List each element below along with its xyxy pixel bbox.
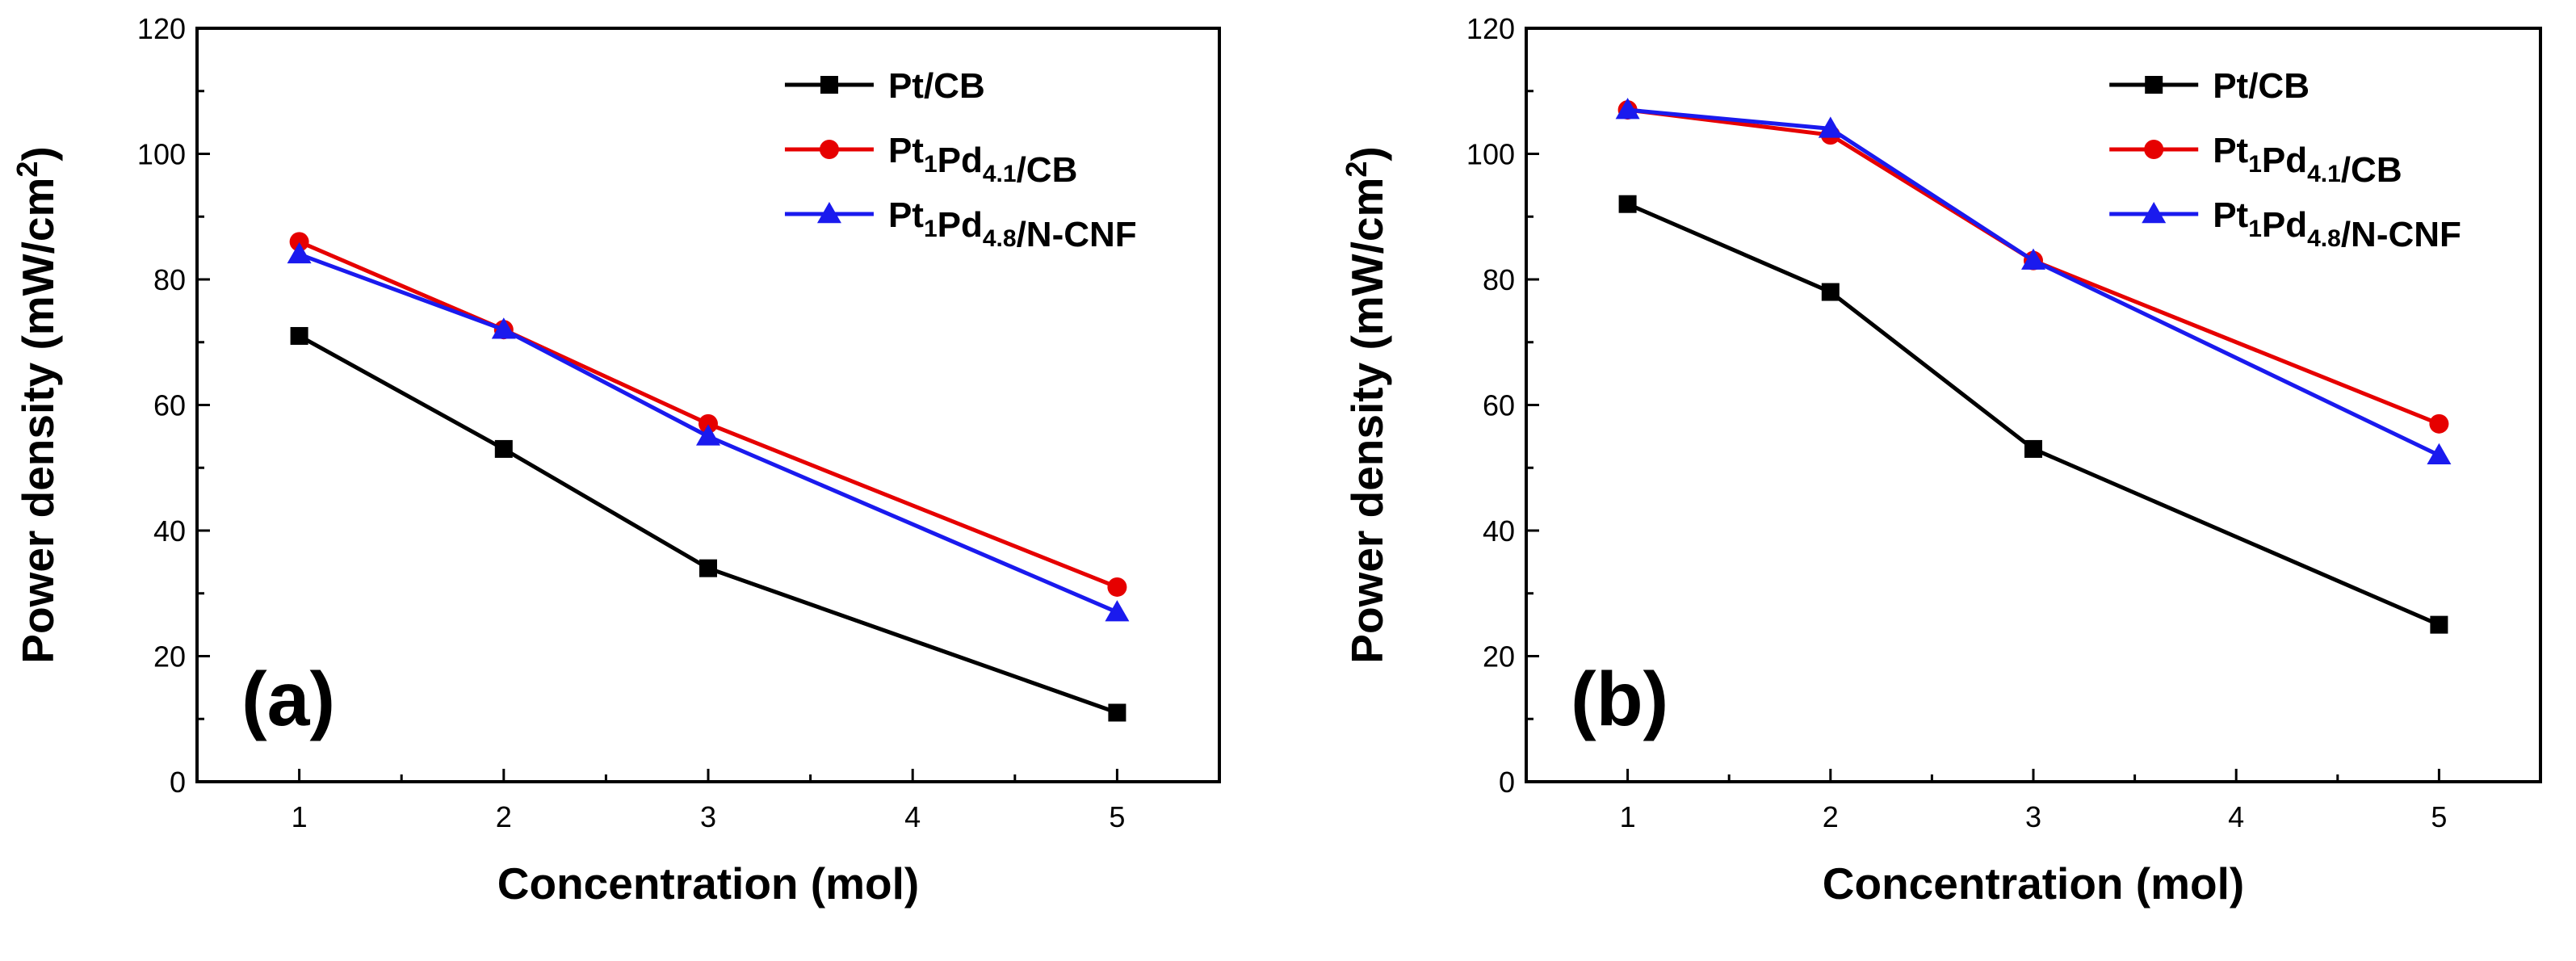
y-tick-label: 120: [137, 12, 186, 45]
x-axis-label: Concentration (mol): [1823, 858, 2244, 909]
x-tick-label: 1: [292, 800, 308, 833]
panel-label: (b): [1571, 657, 1668, 742]
x-tick-label: 5: [1109, 800, 1125, 833]
y-tick-label: 20: [1483, 640, 1515, 674]
y-tick-label: 80: [153, 263, 186, 296]
data-point: [491, 317, 516, 339]
y-tick-label: 80: [1483, 263, 1515, 296]
legend-marker: [2144, 140, 2164, 159]
y-tick-label: 20: [153, 640, 186, 674]
y-tick-label: 120: [1466, 12, 1515, 45]
x-tick-label: 3: [700, 800, 716, 833]
data-point: [1615, 98, 1640, 120]
data-point: [699, 559, 717, 577]
data-point: [2429, 413, 2449, 434]
series-line: [298, 252, 1118, 615]
panel-a: 0 20 40 60 80 100 120 1 2 3 4 5 Concentration (mol) P…: [10, 12, 1221, 909]
data-point: [2024, 439, 2042, 458]
y-tick-label: 100: [1466, 138, 1515, 171]
legend-label: Pt/CB: [888, 66, 985, 106]
legend-label: Pt/CB: [2213, 66, 2310, 106]
y-tick-label: 100: [137, 138, 186, 171]
data-point: [494, 439, 513, 458]
data-point: [699, 413, 718, 434]
y-tick-label: 60: [1483, 389, 1515, 422]
data-point: [1107, 577, 1127, 597]
data-point: [1618, 195, 1637, 213]
data-point: [1105, 600, 1130, 622]
x-tick-label: 4: [2228, 800, 2244, 833]
data-point: [2021, 248, 2045, 270]
x-tick-label: 4: [904, 800, 921, 833]
data-point: [1818, 116, 1843, 138]
x-axis-label: Concentration (mol): [497, 858, 919, 909]
y-tick-label: 40: [1483, 514, 1515, 548]
x-tick-label: 3: [2025, 800, 2041, 833]
data-point: [2430, 615, 2448, 634]
series-line: [1627, 107, 2440, 426]
x-tick-label: 2: [496, 800, 512, 833]
legend-marker: [819, 140, 839, 159]
legend-marker: [2145, 76, 2163, 94]
data-point: [1821, 283, 1840, 301]
legend-label: Pt1Pd4.8/N-CNF: [888, 195, 1137, 254]
y-axis-label: Power density (mW/cm2): [10, 146, 64, 663]
x-tick-label: 5: [2431, 800, 2447, 833]
legend-marker: [2142, 202, 2167, 224]
x-tick-label: 2: [1823, 800, 1839, 833]
legend-marker: [816, 202, 841, 224]
data-point: [287, 241, 312, 264]
data-point: [1108, 703, 1126, 722]
series-line: [298, 334, 1118, 715]
y-tick-label: 40: [153, 514, 186, 548]
plot-frame: [195, 27, 1221, 783]
x-tick-label: 1: [1620, 800, 1636, 833]
y-tick-label: 0: [170, 766, 186, 799]
legend-marker: [820, 76, 838, 94]
series-line: [1626, 202, 2440, 627]
panel-label: (a): [241, 657, 335, 742]
data-point: [696, 424, 720, 446]
data-point: [289, 232, 309, 252]
series-line: [298, 240, 1118, 590]
legend-label: Pt1Pd4.1/CB: [2213, 131, 2402, 190]
y-tick-label: 0: [1499, 766, 1515, 799]
series-line: [1627, 107, 2440, 457]
data-point: [290, 326, 308, 345]
legend-label: Pt1Pd4.1/CB: [888, 131, 1077, 190]
legend-label: Pt1Pd4.8/N-CNF: [2213, 195, 2461, 254]
data-point: [2427, 443, 2452, 464]
panel-b: 0 20 40 60 80 100 120 1 2 3 4 5 Concentration (mol) P…: [1340, 12, 2542, 909]
y-tick-label: 60: [153, 389, 186, 422]
y-axis-label: Power density (mW/cm2): [1340, 146, 1393, 663]
